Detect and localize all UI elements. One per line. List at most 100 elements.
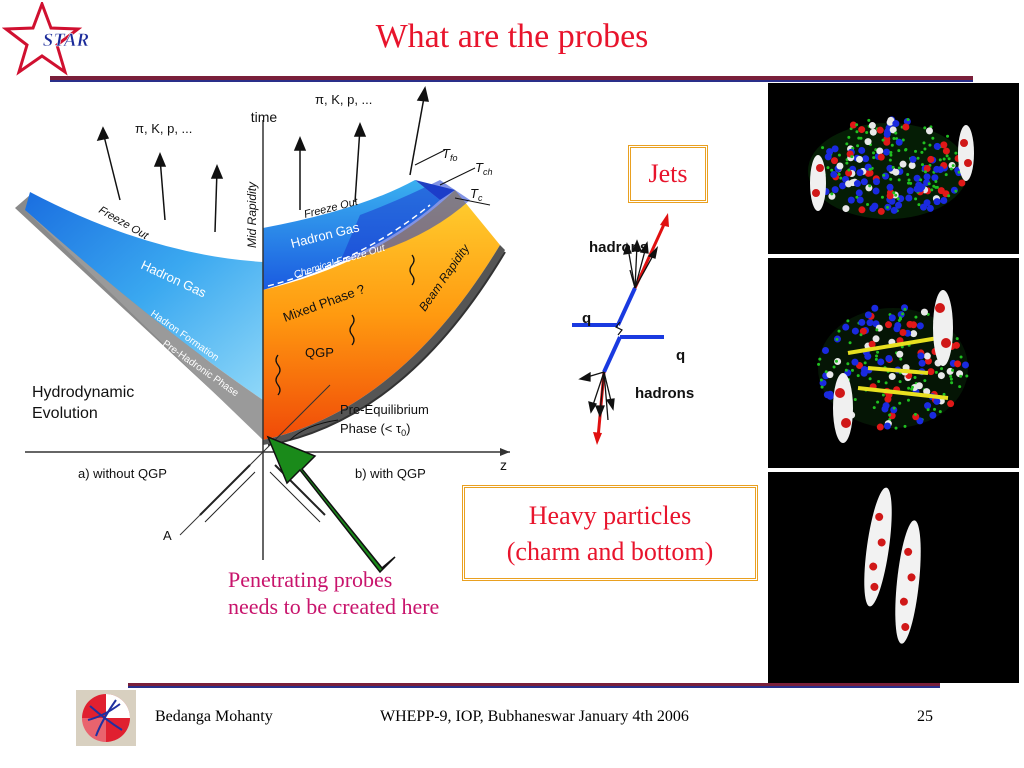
particle-dot (899, 357, 903, 361)
jet-diagram: hadrons q q hadrons (565, 205, 735, 455)
particle-dot (937, 372, 945, 380)
particle-dot (923, 173, 931, 181)
pre-eq-line1: Pre-Equilibrium (340, 402, 429, 417)
particle-dot (897, 319, 901, 323)
particle-dot (887, 116, 895, 124)
particle-dot (929, 411, 937, 419)
particle-dot (903, 424, 907, 428)
particle-dot (837, 153, 841, 157)
particle-dot (826, 166, 830, 170)
particle-dot (933, 397, 941, 405)
svg-text:Tc: Tc (470, 186, 483, 203)
mid-rapidity-label: Mid Rapidity (245, 181, 259, 248)
particle-dot (868, 122, 876, 130)
particle-dot (916, 322, 924, 330)
particle-dot (821, 146, 825, 150)
slide-title: What are the probes (375, 18, 649, 55)
particle-dot (892, 120, 900, 128)
particle-dot (830, 171, 838, 179)
particle-dot (907, 181, 911, 185)
particle-dot (890, 143, 894, 147)
particle-dot (898, 380, 902, 384)
particle-dot (965, 374, 969, 378)
particle-dot (853, 180, 861, 188)
particle-dot (933, 198, 941, 206)
particle-dot (884, 395, 892, 403)
particle-dot (958, 179, 966, 187)
particle-dot (934, 185, 938, 189)
particle-dot (836, 162, 844, 170)
particle-dot (961, 361, 969, 369)
particle-dot (892, 168, 900, 176)
particle-dot (845, 169, 853, 177)
particle-dot (844, 368, 848, 372)
particle-dot (926, 408, 930, 412)
particle-dot (876, 400, 880, 404)
particle-dot (891, 165, 895, 169)
particle-dot (855, 195, 859, 199)
particle-dot (855, 123, 859, 127)
particle-dot (845, 161, 849, 165)
particle-dot (913, 412, 917, 416)
collision-image-1 (768, 83, 1019, 254)
particle-dot (917, 203, 921, 207)
particle-dot (923, 388, 931, 396)
particle-dot (931, 136, 935, 140)
particle-dot (858, 126, 866, 134)
particle-dot (872, 151, 876, 155)
particle-dot (894, 321, 902, 329)
right-qgp-region (263, 190, 500, 440)
particle-dot (897, 195, 905, 203)
footer-event: WHEPP-9, IOP, Bubhaneswar January 4th 20… (380, 708, 689, 725)
particle-dot (898, 401, 902, 405)
particle-dot (872, 156, 876, 160)
particle-dot (883, 422, 891, 430)
spacetime-diagram: time z Mid Rapidity Beam Rapidity π, K, … (0, 84, 540, 584)
particle-dot (949, 374, 953, 378)
particle-dot (955, 337, 959, 341)
particle-dot (945, 154, 949, 158)
particle-dot (931, 174, 939, 182)
particle-dot (888, 158, 892, 162)
particle-dot (858, 318, 866, 326)
particle-dot (888, 314, 896, 322)
collision-image-2 (768, 258, 1019, 468)
penetrating-line1: Penetrating probes (228, 567, 393, 592)
particle-dot (930, 188, 934, 192)
particle-dot (906, 118, 910, 122)
particle-dot (927, 368, 935, 376)
particle-dot (924, 402, 932, 410)
left-hadron-gas-region (25, 192, 263, 400)
particle-dot (897, 166, 901, 170)
particle-dot (914, 315, 918, 319)
particle-dot (826, 392, 834, 400)
t-fo-label: T (442, 146, 451, 161)
particle-dot (902, 123, 910, 131)
particle-dot (906, 173, 910, 177)
bottom-divider (128, 683, 940, 686)
particle-dot (851, 327, 859, 335)
particle-dot (954, 360, 962, 368)
particle-dot (884, 128, 892, 136)
particle-dot (847, 135, 851, 139)
particle-dot (864, 311, 872, 319)
particle-dot (925, 127, 933, 135)
particle-dot (872, 335, 880, 343)
particle-dot (959, 355, 963, 359)
particle-dot (881, 393, 885, 397)
particle-dot (856, 169, 864, 177)
particle-dot (868, 184, 872, 188)
particle-dot (824, 370, 828, 374)
particle-dot (923, 170, 927, 174)
svg-text:Phase (< τ0): Phase (< τ0) (340, 421, 411, 438)
particle-dot (920, 150, 924, 154)
particle-dot (867, 118, 871, 122)
particles-right-label: π, K, p, ... (315, 92, 372, 107)
particle-dot (951, 368, 955, 372)
particle-dot (938, 410, 942, 414)
particle-dot (847, 168, 851, 172)
particle-dot (933, 407, 937, 411)
particle-dot (946, 134, 950, 138)
pre-eq-line2: Phase (< τ (340, 421, 402, 436)
particle-dot (897, 178, 901, 182)
